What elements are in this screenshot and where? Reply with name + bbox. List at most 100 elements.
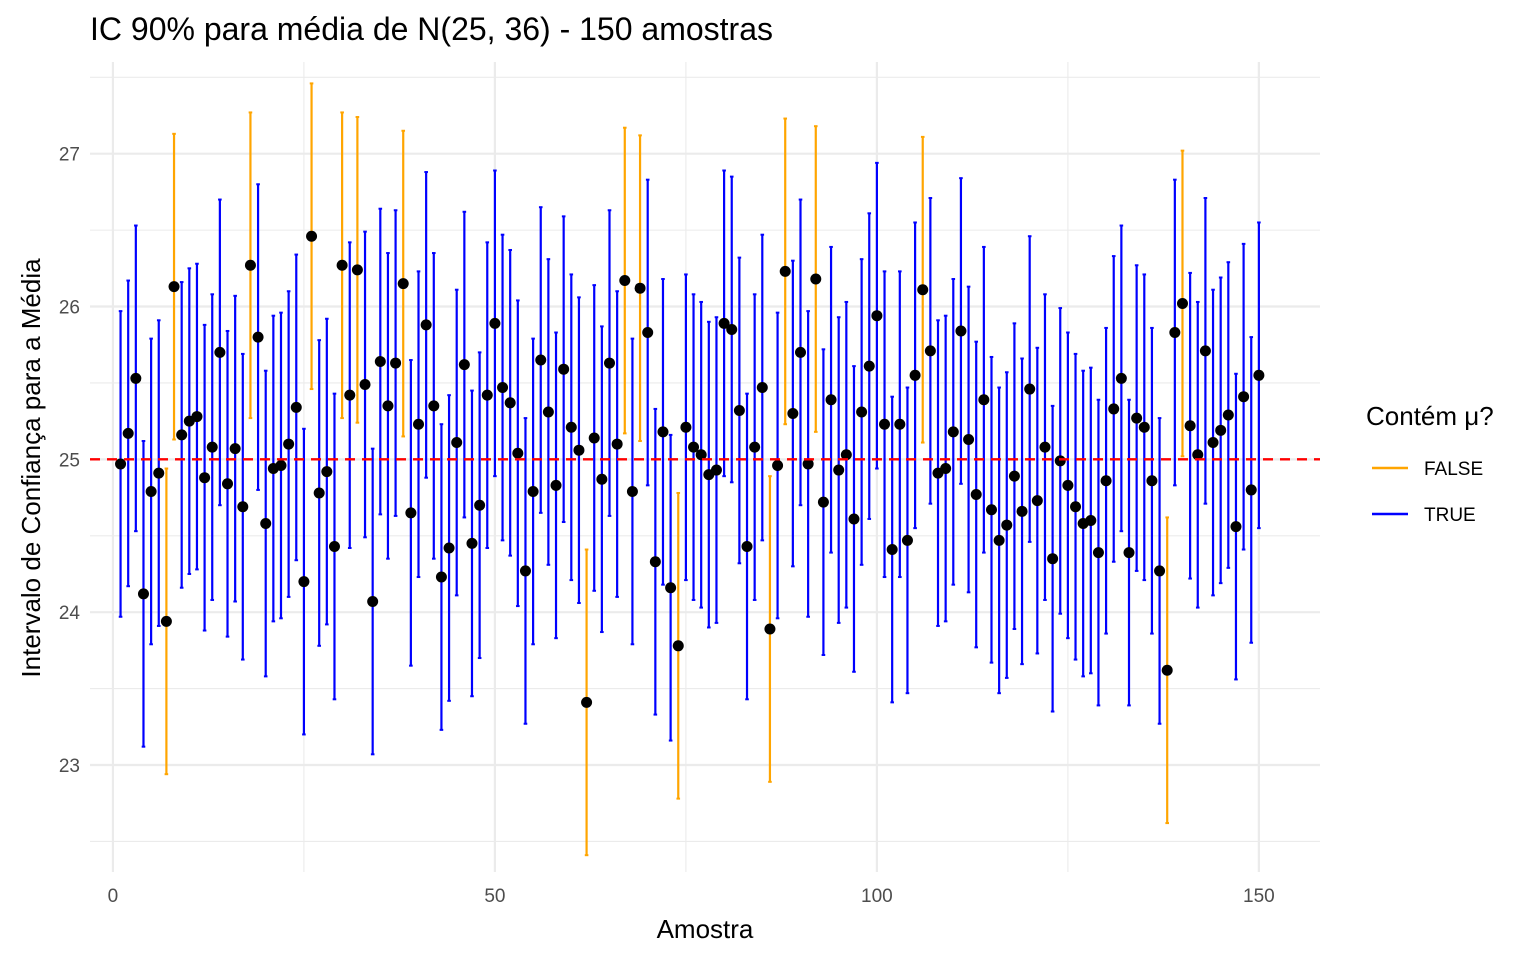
y-tick-label: 26 [59, 298, 80, 319]
mean-point [901, 534, 913, 546]
mean-point [328, 540, 340, 552]
mean-point [1108, 403, 1120, 415]
mean-point [840, 449, 852, 461]
mean-point [260, 518, 272, 530]
mean-point [527, 485, 539, 497]
mean-point [1176, 297, 1188, 309]
mean-point [1192, 449, 1204, 461]
mean-point [894, 418, 906, 430]
y-tick-label: 23 [59, 756, 80, 777]
mean-point [955, 325, 967, 337]
mean-point [413, 418, 425, 430]
y-tick-labels: 23 24 25 26 27 [59, 145, 81, 777]
x-tick-label: 0 [108, 886, 119, 907]
mean-point [1169, 327, 1181, 339]
mean-point [275, 459, 287, 471]
mean-point [741, 540, 753, 552]
mean-point [160, 615, 172, 627]
mean-point [512, 447, 524, 459]
mean-point [1016, 505, 1028, 517]
y-tick-label: 24 [59, 603, 81, 624]
mean-point [1238, 391, 1250, 403]
mean-point [825, 394, 837, 406]
mean-point [1070, 501, 1082, 513]
mean-point [619, 275, 631, 287]
mean-point [565, 421, 577, 433]
chart-title: IC 90% para média de N(25, 36) - 150 amo… [90, 11, 773, 47]
mean-point [1207, 437, 1219, 449]
mean-point [397, 278, 409, 290]
mean-point [1215, 424, 1227, 436]
mean-point [252, 331, 264, 343]
x-tick-label: 100 [861, 886, 893, 907]
mean-point [611, 438, 623, 450]
legend: Contém μ? FALSE TRUE [1366, 401, 1494, 526]
mean-point [1008, 470, 1020, 482]
mean-point [1138, 421, 1150, 433]
mean-point [382, 400, 394, 412]
mean-point [856, 406, 868, 418]
mean-point [764, 623, 776, 635]
y-axis-title: Intervalo de Confiança para a Média [16, 258, 46, 678]
mean-point [1031, 495, 1043, 507]
mean-point [428, 400, 440, 412]
mean-point [298, 576, 310, 588]
mean-point [1131, 412, 1143, 424]
mean-point [1199, 345, 1211, 357]
mean-point [756, 382, 768, 394]
mean-point [535, 354, 547, 366]
y-tick-label: 25 [59, 450, 80, 471]
mean-points [115, 230, 1265, 708]
interval-bars [118, 82, 1261, 857]
mean-point [367, 595, 379, 607]
mean-point [985, 504, 997, 516]
mean-point [206, 441, 218, 453]
mean-point [970, 489, 982, 501]
mean-point [1092, 547, 1104, 559]
mean-point [519, 565, 531, 577]
mean-point [886, 544, 898, 556]
mean-point [122, 427, 134, 439]
mean-point [596, 473, 608, 485]
mean-point [176, 429, 188, 441]
mean-point [588, 432, 600, 444]
mean-point [672, 640, 684, 652]
mean-point [573, 444, 585, 456]
mean-point [115, 458, 127, 470]
mean-point [336, 259, 348, 271]
mean-point [489, 317, 501, 329]
mean-point [779, 265, 791, 277]
mean-point [626, 485, 638, 497]
mean-point [917, 284, 929, 296]
mean-point [726, 323, 738, 335]
mean-point [604, 357, 616, 369]
x-axis-title: Amostra [657, 914, 754, 944]
mean-point [909, 369, 921, 381]
legend-label-false: FALSE [1424, 459, 1483, 480]
mean-point [542, 406, 554, 418]
mean-point [1253, 369, 1265, 381]
mean-point [351, 264, 363, 276]
mean-point [244, 259, 256, 271]
mean-point [695, 449, 707, 461]
mean-point [443, 542, 455, 554]
mean-point [879, 418, 891, 430]
mean-point [145, 485, 157, 497]
legend-title: Contém μ? [1366, 401, 1494, 431]
mean-point [313, 487, 325, 499]
mean-point [359, 378, 371, 390]
mean-point [1245, 484, 1257, 496]
mean-point [321, 466, 333, 478]
mean-point [680, 421, 692, 433]
mean-point [504, 397, 516, 409]
mean-point [405, 507, 417, 519]
mean-point [214, 346, 226, 358]
mean-point [833, 464, 845, 476]
mean-point [1024, 383, 1036, 395]
mean-point [772, 459, 784, 471]
mean-point [222, 478, 234, 490]
mean-point [710, 464, 722, 476]
mean-point [1062, 479, 1074, 491]
mean-point [435, 571, 447, 583]
